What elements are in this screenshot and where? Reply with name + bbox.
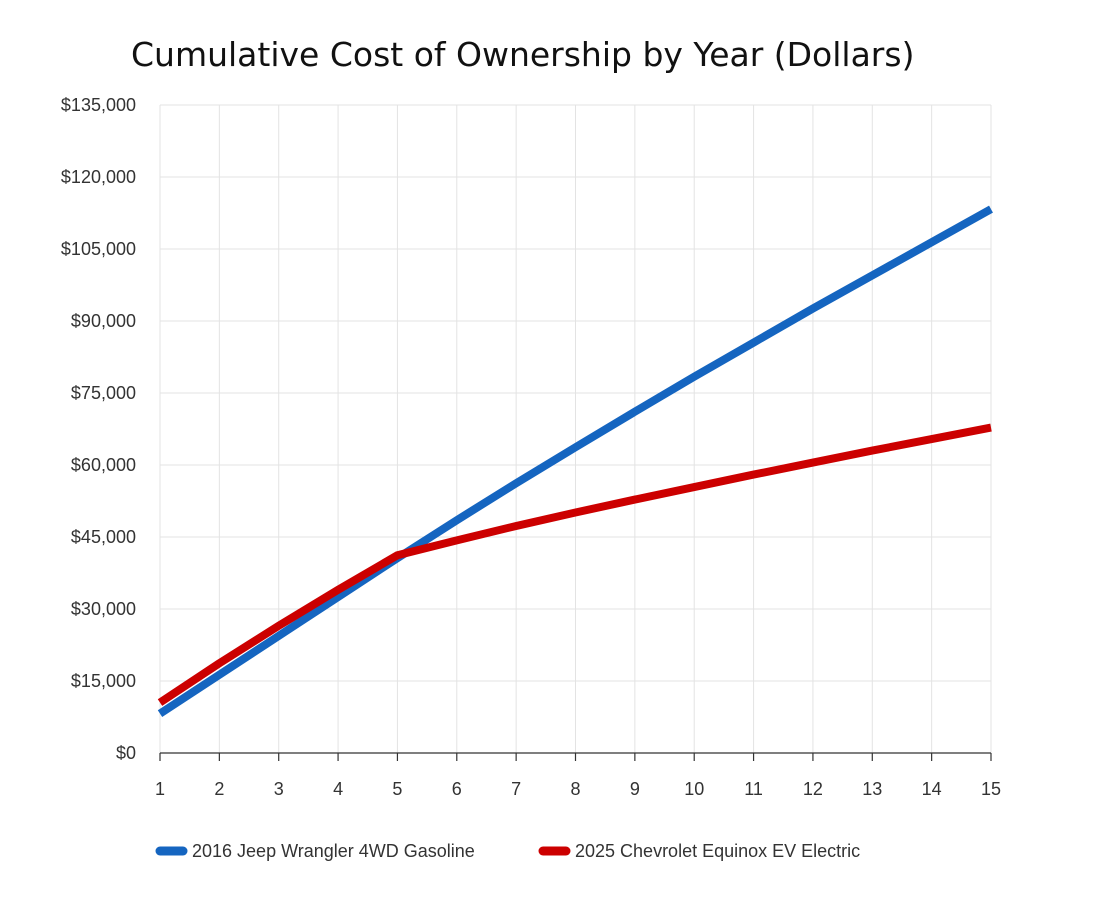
x-tick-label: 8: [570, 779, 580, 799]
series-line-2: [157, 423, 992, 706]
x-tick-label: 11: [744, 779, 763, 799]
y-tick-label: $75,000: [71, 383, 136, 403]
legend-label: 2016 Jeep Wrangler 4WD Gasoline: [192, 841, 475, 861]
y-tick-label: $45,000: [71, 527, 136, 547]
x-tick-label: 12: [803, 779, 823, 799]
x-tick-label: 4: [333, 779, 343, 799]
series-line-1: [157, 205, 993, 717]
x-tick-label: 15: [981, 779, 1001, 799]
x-tick-label: 6: [452, 779, 462, 799]
x-tick-label: 9: [630, 779, 640, 799]
x-tick-label: 10: [684, 779, 704, 799]
y-tick-label: $135,000: [61, 95, 136, 115]
x-axis-ticks: 1 2 3 4 5 6 7 8 9 10 11 12 13 14 15: [155, 753, 1001, 799]
x-tick-label: 1: [155, 779, 165, 799]
y-tick-label: $60,000: [71, 455, 136, 475]
x-tick-label: 3: [274, 779, 284, 799]
y-tick-label: $120,000: [61, 167, 136, 187]
legend-label: 2025 Chevrolet Equinox EV Electric: [575, 841, 860, 861]
y-tick-label: $90,000: [71, 311, 136, 331]
y-tick-label: $15,000: [71, 671, 136, 691]
chart-title: Cumulative Cost of Ownership by Year (Do…: [131, 35, 914, 74]
y-axis-ticks: $0 $15,000 $30,000 $45,000 $60,000 $75,000 $90…: [61, 95, 136, 763]
x-tick-label: 14: [922, 779, 942, 799]
legend: 2016 Jeep Wrangler 4WD Gasoline 2025 Chev…: [155, 841, 860, 861]
y-tick-label: $0: [116, 743, 136, 763]
grid: [159, 104, 992, 753]
y-tick-label: $30,000: [71, 599, 136, 619]
x-tick-label: 2: [214, 779, 224, 799]
x-tick-label: 5: [392, 779, 402, 799]
x-tick-label: 7: [511, 779, 521, 799]
y-tick-label: $105,000: [61, 239, 136, 259]
series-lines: [157, 205, 993, 717]
x-tick-label: 13: [862, 779, 882, 799]
